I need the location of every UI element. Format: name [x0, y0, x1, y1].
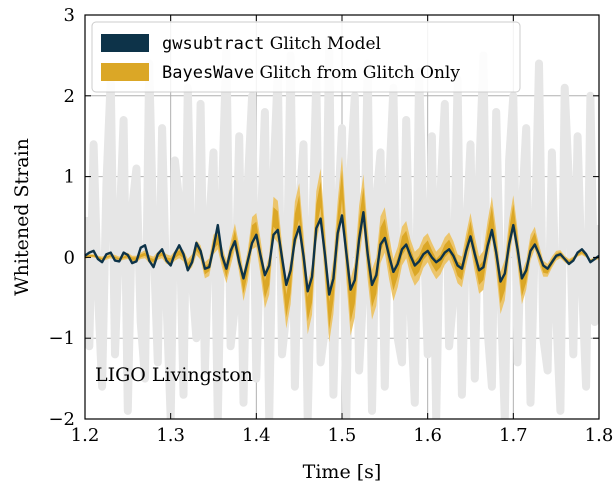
y-tick-label: −1 — [48, 328, 75, 349]
x-tick-label: 1.8 — [585, 425, 614, 446]
y-tick-label: 3 — [64, 5, 75, 26]
legend-swatch-gwsubtract — [101, 34, 149, 52]
whitened-data-line — [85, 35, 599, 419]
legend-code-bayeswave: BayesWave — [162, 63, 254, 83]
legend-text-gwsubtract: Glitch Model — [264, 34, 381, 54]
x-tick-label: 1.2 — [71, 425, 100, 446]
legend-swatch-bayeswave — [101, 63, 149, 81]
legend-code-gwsubtract: gwsubtract — [162, 34, 264, 54]
y-tick-label: 0 — [64, 247, 75, 268]
y-tick-label: −2 — [48, 409, 75, 430]
legend-box — [91, 21, 521, 93]
legend-text-bayeswave: Glitch from Glitch Only — [254, 63, 460, 83]
x-tick-label: 1.3 — [156, 425, 185, 446]
legend-entry-bayeswave: BayesWave Glitch from Glitch Only — [162, 63, 460, 83]
y-axis-label: Whitened Strain — [11, 138, 33, 296]
x-tick-label: 1.6 — [413, 425, 442, 446]
y-tick-label: 2 — [64, 86, 75, 107]
axis-ticks: 1.2 1.3 1.4 1.5 1.6 1.7 1.8 −2 −1 0 1 2 3 — [48, 5, 613, 446]
gwsubtract-glitch-model-line — [85, 211, 599, 296]
x-tick-label: 1.5 — [328, 425, 357, 446]
detector-annotation: LIGO Livingston — [95, 364, 253, 386]
x-tick-label: 1.7 — [499, 425, 528, 446]
series-area — [85, 35, 599, 419]
y-tick-label: 1 — [64, 167, 75, 188]
x-tick-label: 1.4 — [242, 425, 271, 446]
legend-entry-gwsubtract: gwsubtract Glitch Model — [162, 34, 381, 54]
legend: gwsubtract Glitch Model BayesWave Glitch… — [91, 21, 521, 93]
x-axis-label: Time [s] — [303, 461, 382, 483]
